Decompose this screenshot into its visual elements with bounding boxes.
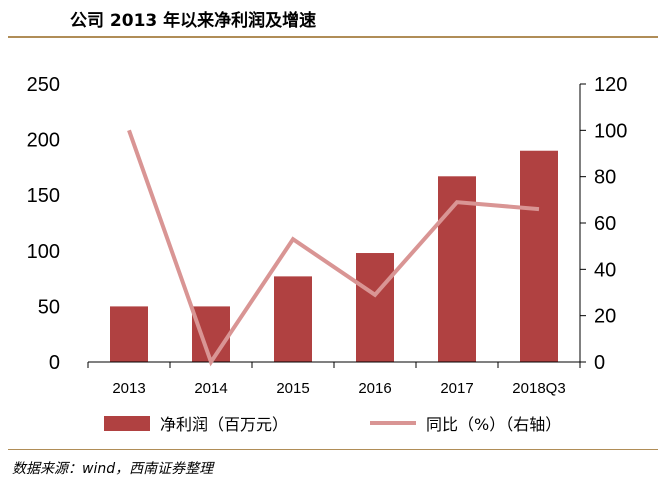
right-tick-label: 0	[594, 352, 605, 374]
left-tick-label: 50	[38, 296, 60, 318]
legend-line-label: 同比（%）（右轴）	[426, 415, 561, 434]
bar	[192, 306, 230, 362]
category-label: 2016	[358, 380, 391, 397]
bar	[356, 253, 394, 362]
category-label: 2015	[276, 380, 309, 397]
axes	[87, 84, 581, 368]
right-tick-label: 60	[594, 213, 616, 235]
category-label: 2018Q3	[512, 380, 565, 397]
left-tick-label: 200	[27, 130, 60, 152]
right-tick-label: 80	[594, 167, 616, 189]
category-labels: 2013 2014 2015 2016 2017 2018Q3	[112, 380, 565, 397]
title-rule	[8, 36, 658, 38]
left-tick-label: 100	[27, 241, 60, 263]
bar	[520, 150, 558, 362]
category-label: 2013	[112, 380, 145, 397]
left-tick-label: 0	[49, 352, 60, 374]
source-note: 数据来源：wind，西南证券整理	[12, 461, 214, 477]
line-series	[127, 129, 540, 367]
left-axis-ticks: 0 50 100 150 200 250	[27, 74, 60, 374]
bar	[110, 306, 148, 362]
bar	[274, 276, 312, 362]
left-tick-label: 250	[27, 74, 60, 96]
category-label: 2014	[194, 380, 227, 397]
right-tick-label: 100	[594, 120, 627, 142]
bar	[438, 176, 476, 362]
legend-bar-swatch	[104, 416, 150, 431]
legend-bar-label: 净利润（百万元）	[160, 415, 288, 434]
left-tick-label: 150	[27, 185, 60, 207]
growth-line	[127, 129, 540, 367]
right-tick-label: 20	[594, 306, 616, 328]
right-axis-ticks: 0 20 40 60 80 100 120	[580, 74, 627, 374]
chart-title: 公司 2013 年以来净利润及增速	[70, 11, 317, 31]
right-tick-label: 120	[594, 74, 627, 96]
legend: 净利润（百万元） 同比（%）（右轴）	[104, 415, 561, 434]
right-tick-label: 40	[594, 259, 616, 281]
source-rule	[8, 449, 658, 450]
bar-series	[110, 150, 558, 362]
category-label: 2017	[440, 380, 473, 397]
